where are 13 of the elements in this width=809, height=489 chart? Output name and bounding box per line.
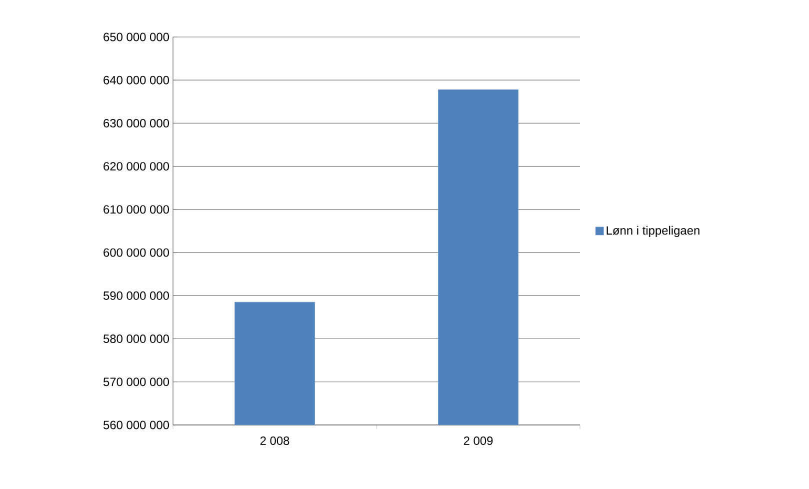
x-tick-label: 2 008: [260, 436, 290, 445]
y-tick-label: 620 000 000: [104, 162, 170, 171]
y-tick-label: 600 000 000: [104, 248, 170, 257]
y-tick-label: 640 000 000: [104, 76, 170, 84]
y-tick-label: 630 000 000: [104, 118, 170, 128]
y-tick-label: 650 000 000: [104, 32, 170, 42]
legend-label: Lønn i tippeligaen: [606, 226, 700, 238]
y-tick-label: 570 000 000: [103, 378, 170, 386]
y-tick-label: 580 000 000: [103, 334, 170, 343]
y-tick-label: 610 000 000: [104, 205, 170, 214]
y-tick-label: 590 000 000: [103, 291, 170, 300]
y-tick-label: 560 000 000: [103, 420, 170, 430]
x-tick-label: 2 009: [464, 436, 493, 445]
